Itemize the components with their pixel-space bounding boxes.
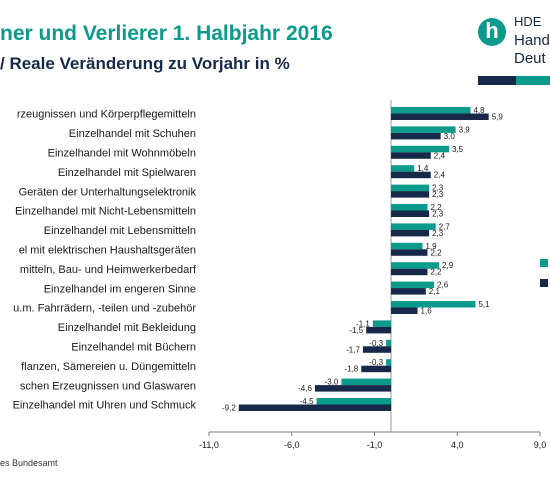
- bar-series-1: [391, 184, 430, 192]
- category-label: Einzelhandel mit Wohnmöbeln: [48, 148, 196, 160]
- logo-line-1: HDE: [514, 14, 542, 29]
- category-label: el mit elektrischen Haushaltsgeräten: [19, 245, 196, 257]
- category-label: Einzelhandel mit Lebensmitteln: [44, 225, 196, 237]
- category-label: mitteln, Bau- und Heimwerkerbedarf: [20, 264, 197, 276]
- bar-series-1: [386, 339, 392, 347]
- bar-series-2: [391, 307, 418, 314]
- data-label: 1,9: [425, 242, 437, 251]
- category-label: u.m. Fahrrädern, -teilen und -zubehör: [13, 303, 196, 315]
- bar-series-2: [366, 326, 392, 334]
- bar-series-2: [238, 404, 392, 411]
- bar-series-2: [314, 385, 392, 392]
- data-label: -1,5: [349, 326, 363, 335]
- bar-series-1: [391, 126, 456, 133]
- category-label: Geräten der Unterhaltungselektronik: [19, 186, 197, 198]
- bar-series-1: [372, 320, 392, 327]
- category-label: schen Erzeugnissen und Glaswaren: [20, 380, 196, 392]
- data-label: 3,9: [459, 125, 471, 134]
- category-label: Einzelhandel mit Büchern: [71, 342, 196, 354]
- data-label: -9,2: [222, 404, 236, 413]
- bar-series-2: [391, 210, 430, 217]
- category-label: flanzen, Sämereien u. Düngemitteln: [21, 361, 196, 373]
- data-label: 2,3: [432, 229, 444, 238]
- data-label: 1,4: [417, 164, 429, 173]
- bar-series-2: [361, 365, 392, 373]
- data-label: 5,1: [478, 300, 490, 309]
- data-label: 1,6: [421, 307, 433, 316]
- data-label: 2,4: [434, 171, 446, 180]
- bar-series-1: [391, 281, 435, 289]
- bar-series-1: [391, 204, 428, 211]
- category-label: Einzelhandel mit Bekleidung: [58, 322, 196, 334]
- x-tick-label: 4,0: [451, 440, 464, 450]
- data-label: 2,2: [430, 268, 442, 277]
- data-label: 2,1: [429, 287, 441, 296]
- bar-series-2: [391, 152, 431, 159]
- bar-series-2: [391, 132, 441, 140]
- category-label: Einzelhandel mit Uhren und Schmuck: [13, 400, 197, 412]
- logo-bar-navy: [478, 76, 516, 85]
- data-label: -0,3: [369, 358, 383, 367]
- category-label: Einzelhandel im engeren Sinne: [44, 283, 196, 295]
- data-label: 2,4: [434, 151, 446, 160]
- data-label: 2,2: [430, 248, 442, 257]
- bar-series-1: [391, 301, 476, 308]
- data-label: -1,1: [356, 319, 370, 328]
- bar-series-1: [391, 223, 436, 230]
- category-label: Einzelhandel mit Nicht-Lebensmitteln: [15, 206, 196, 218]
- data-label: -4,6: [298, 384, 312, 393]
- data-label: -4,5: [300, 397, 314, 406]
- bar-series-1: [391, 165, 415, 172]
- chart-title: ner und Verlierer 1. Halbjahr 2016: [0, 22, 333, 45]
- data-label: 3,0: [444, 132, 456, 141]
- data-label: 4,8: [473, 106, 485, 115]
- x-tick-label: -11,0: [199, 440, 219, 450]
- logo-line-3: Deut: [514, 50, 546, 67]
- category-label: rzeugnissen und Körperpflegemitteln: [17, 109, 196, 121]
- bar-series-1: [391, 145, 449, 153]
- bar-series-2: [391, 229, 430, 237]
- x-tick-label: -1,0: [367, 440, 383, 450]
- data-label: 2,9: [442, 261, 454, 270]
- data-label: -1,7: [346, 345, 360, 354]
- x-tick-label: -6,0: [284, 440, 300, 450]
- bar-series-1: [316, 398, 392, 405]
- bar-series-1: [341, 378, 392, 386]
- hde-logo-icon: h: [478, 18, 506, 46]
- bar-series-2: [391, 268, 428, 276]
- data-label: -3,0: [325, 378, 339, 387]
- data-label: -0,3: [369, 339, 383, 348]
- source-note: es Bundesamt: [0, 458, 58, 468]
- bar-series-1: [386, 359, 392, 366]
- data-label: 2,3: [432, 210, 444, 219]
- data-label: 5,9: [492, 113, 504, 122]
- bar-series-1: [391, 262, 440, 269]
- data-label: 2,7: [439, 222, 451, 231]
- data-label: 2,6: [437, 281, 449, 290]
- data-label: -1,8: [344, 365, 358, 374]
- bar-series-2: [391, 249, 428, 256]
- bar-series-1: [391, 242, 423, 250]
- chart-subtitle: / Reale Veränderung zu Vorjahr in %: [0, 54, 290, 73]
- data-label: 2,3: [432, 190, 444, 199]
- bar-series-2: [362, 346, 392, 353]
- category-label: Einzelhandel mit Schuhen: [69, 128, 196, 140]
- data-label: 2,3: [432, 184, 444, 193]
- bar-series-2: [391, 191, 430, 198]
- data-label: 3,5: [452, 145, 464, 154]
- legend-swatch-series-b: [540, 279, 548, 287]
- bar-series-2: [391, 113, 489, 120]
- data-label: 2,2: [430, 203, 442, 212]
- logo-line-2: Hand: [514, 32, 550, 49]
- logo-bar-teal: [516, 76, 550, 85]
- bar-series-2: [391, 288, 426, 295]
- legend-swatch-series-a: [540, 259, 548, 267]
- x-tick-label: 9,0: [534, 440, 547, 450]
- bar-series-2: [391, 171, 431, 179]
- hde-logo: h HDE Hand Deut: [474, 14, 550, 94]
- category-label: Einzelhandel mit Spielwaren: [58, 167, 196, 179]
- bar-series-1: [391, 107, 471, 114]
